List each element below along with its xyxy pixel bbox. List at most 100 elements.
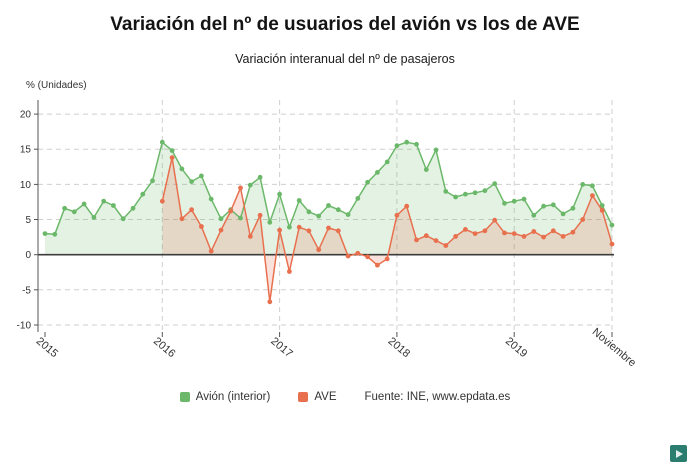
data-point [169,155,175,160]
chart-legend: Avión (interior) AVE Fuente: INE, www.ep… [0,391,690,403]
y-tick-label: 0 [25,250,31,261]
y-tick-label: 5 [25,215,31,226]
data-point [433,147,439,153]
data-point [521,196,527,202]
data-point [208,248,214,254]
x-tick-label: 2015 [34,335,60,360]
data-point [218,227,224,233]
data-point [238,185,243,191]
svg-text:2018: 2018 [386,335,412,360]
data-point [599,203,605,208]
data-point [267,219,273,225]
series-area [45,142,612,255]
y-axis-unit-label: % (Unidades) [26,80,87,91]
data-point [570,229,576,235]
data-point [541,234,546,240]
svg-text:2016: 2016 [151,335,177,360]
chart-subtitle: Variación interanual del nº de pasajeros [235,52,455,66]
legend-label-avion: Avión (interior) [195,391,271,403]
data-point [335,207,341,213]
source-text: Fuente: INE, www.epdata.es [364,391,511,403]
data-point [482,228,488,234]
data-point [355,196,361,201]
y-tick-label: -5 [22,285,31,296]
avion-color-swatch [179,392,190,402]
data-point [326,225,331,231]
data-point [453,194,458,200]
data-point [492,181,498,187]
data-point [42,231,48,237]
data-point [590,183,595,189]
legend-item-avion: Avión (interior) [179,391,271,403]
data-point [52,231,58,237]
data-point [365,179,370,185]
data-point [257,174,263,180]
data-point [345,212,351,217]
data-point [159,139,165,145]
data-point [277,191,282,197]
data-point [414,237,419,243]
data-point [502,230,507,236]
data-point [169,148,175,153]
data-point [179,166,185,172]
data-point [443,243,449,248]
data-point [463,227,468,232]
data-point [218,216,224,222]
data-point [81,201,87,207]
data-point [511,198,517,204]
data-point [91,215,97,220]
x-tick-label: 2016 [151,335,177,360]
data-point [384,159,390,165]
data-point [404,139,410,145]
data-point [560,211,566,217]
data-point [179,216,185,222]
svg-text:2019: 2019 [503,335,529,360]
y-tick-label: -10 [17,321,32,332]
y-tick-label: 20 [20,110,32,121]
ave-color-swatch [298,392,309,402]
data-point [238,215,243,221]
data-point [433,238,439,244]
data-point [453,234,458,239]
data-point [404,203,410,209]
data-point [257,212,263,218]
data-point [482,188,488,194]
data-point [316,247,322,253]
data-point [199,224,204,229]
x-tick-label: Noviembre [590,326,638,369]
data-point [130,205,136,211]
data-point [570,205,576,211]
data-point [355,250,361,256]
data-point [375,262,380,268]
data-point [492,217,498,223]
play-triangle-icon [676,449,683,458]
data-point [550,228,556,234]
data-point [228,208,234,214]
data-point [443,189,449,194]
data-point [335,228,341,234]
data-point [71,209,77,215]
data-point [247,182,253,188]
svg-text:Noviembre: Noviembre [590,326,638,369]
data-point [140,191,146,197]
data-point [541,203,546,209]
data-point [208,196,214,202]
data-point [365,254,370,260]
data-point [150,178,155,184]
data-point [62,205,67,211]
data-point [550,202,556,208]
data-point [306,209,312,215]
data-point [511,231,517,237]
data-point [463,191,468,197]
data-point [326,203,331,208]
data-point [580,217,586,222]
svg-text:2015: 2015 [34,335,60,360]
data-point [101,198,107,204]
y-tick-label: 15 [20,145,32,156]
data-point [580,182,586,187]
data-point [375,170,380,175]
data-point [199,173,204,179]
data-point [423,167,429,172]
data-point [189,207,195,213]
